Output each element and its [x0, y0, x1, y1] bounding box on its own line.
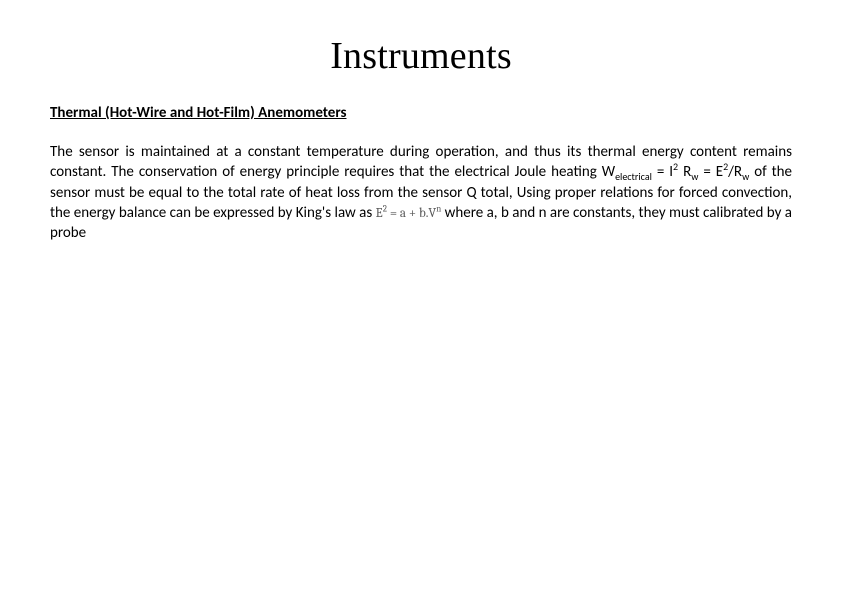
section-subtitle: Thermal (Hot-Wire and Hot-Film) Anemomet… — [50, 104, 792, 122]
body-text: /R — [728, 163, 742, 181]
kings-law-formula: E2 = a + b.Vn — [376, 206, 442, 221]
page: Instruments Thermal (Hot-Wire and Hot-Fi… — [0, 0, 842, 612]
formula-eq: = a + b.V — [387, 206, 436, 221]
page-title: Instruments — [50, 34, 792, 78]
subscript-electrical: electrical — [615, 170, 652, 183]
formula-E: E — [376, 206, 383, 221]
body-paragraph: The sensor is maintained at a constant t… — [50, 142, 792, 243]
body-text: = I — [652, 163, 673, 181]
body-text: = E — [698, 163, 723, 181]
body-text: R — [678, 163, 691, 181]
